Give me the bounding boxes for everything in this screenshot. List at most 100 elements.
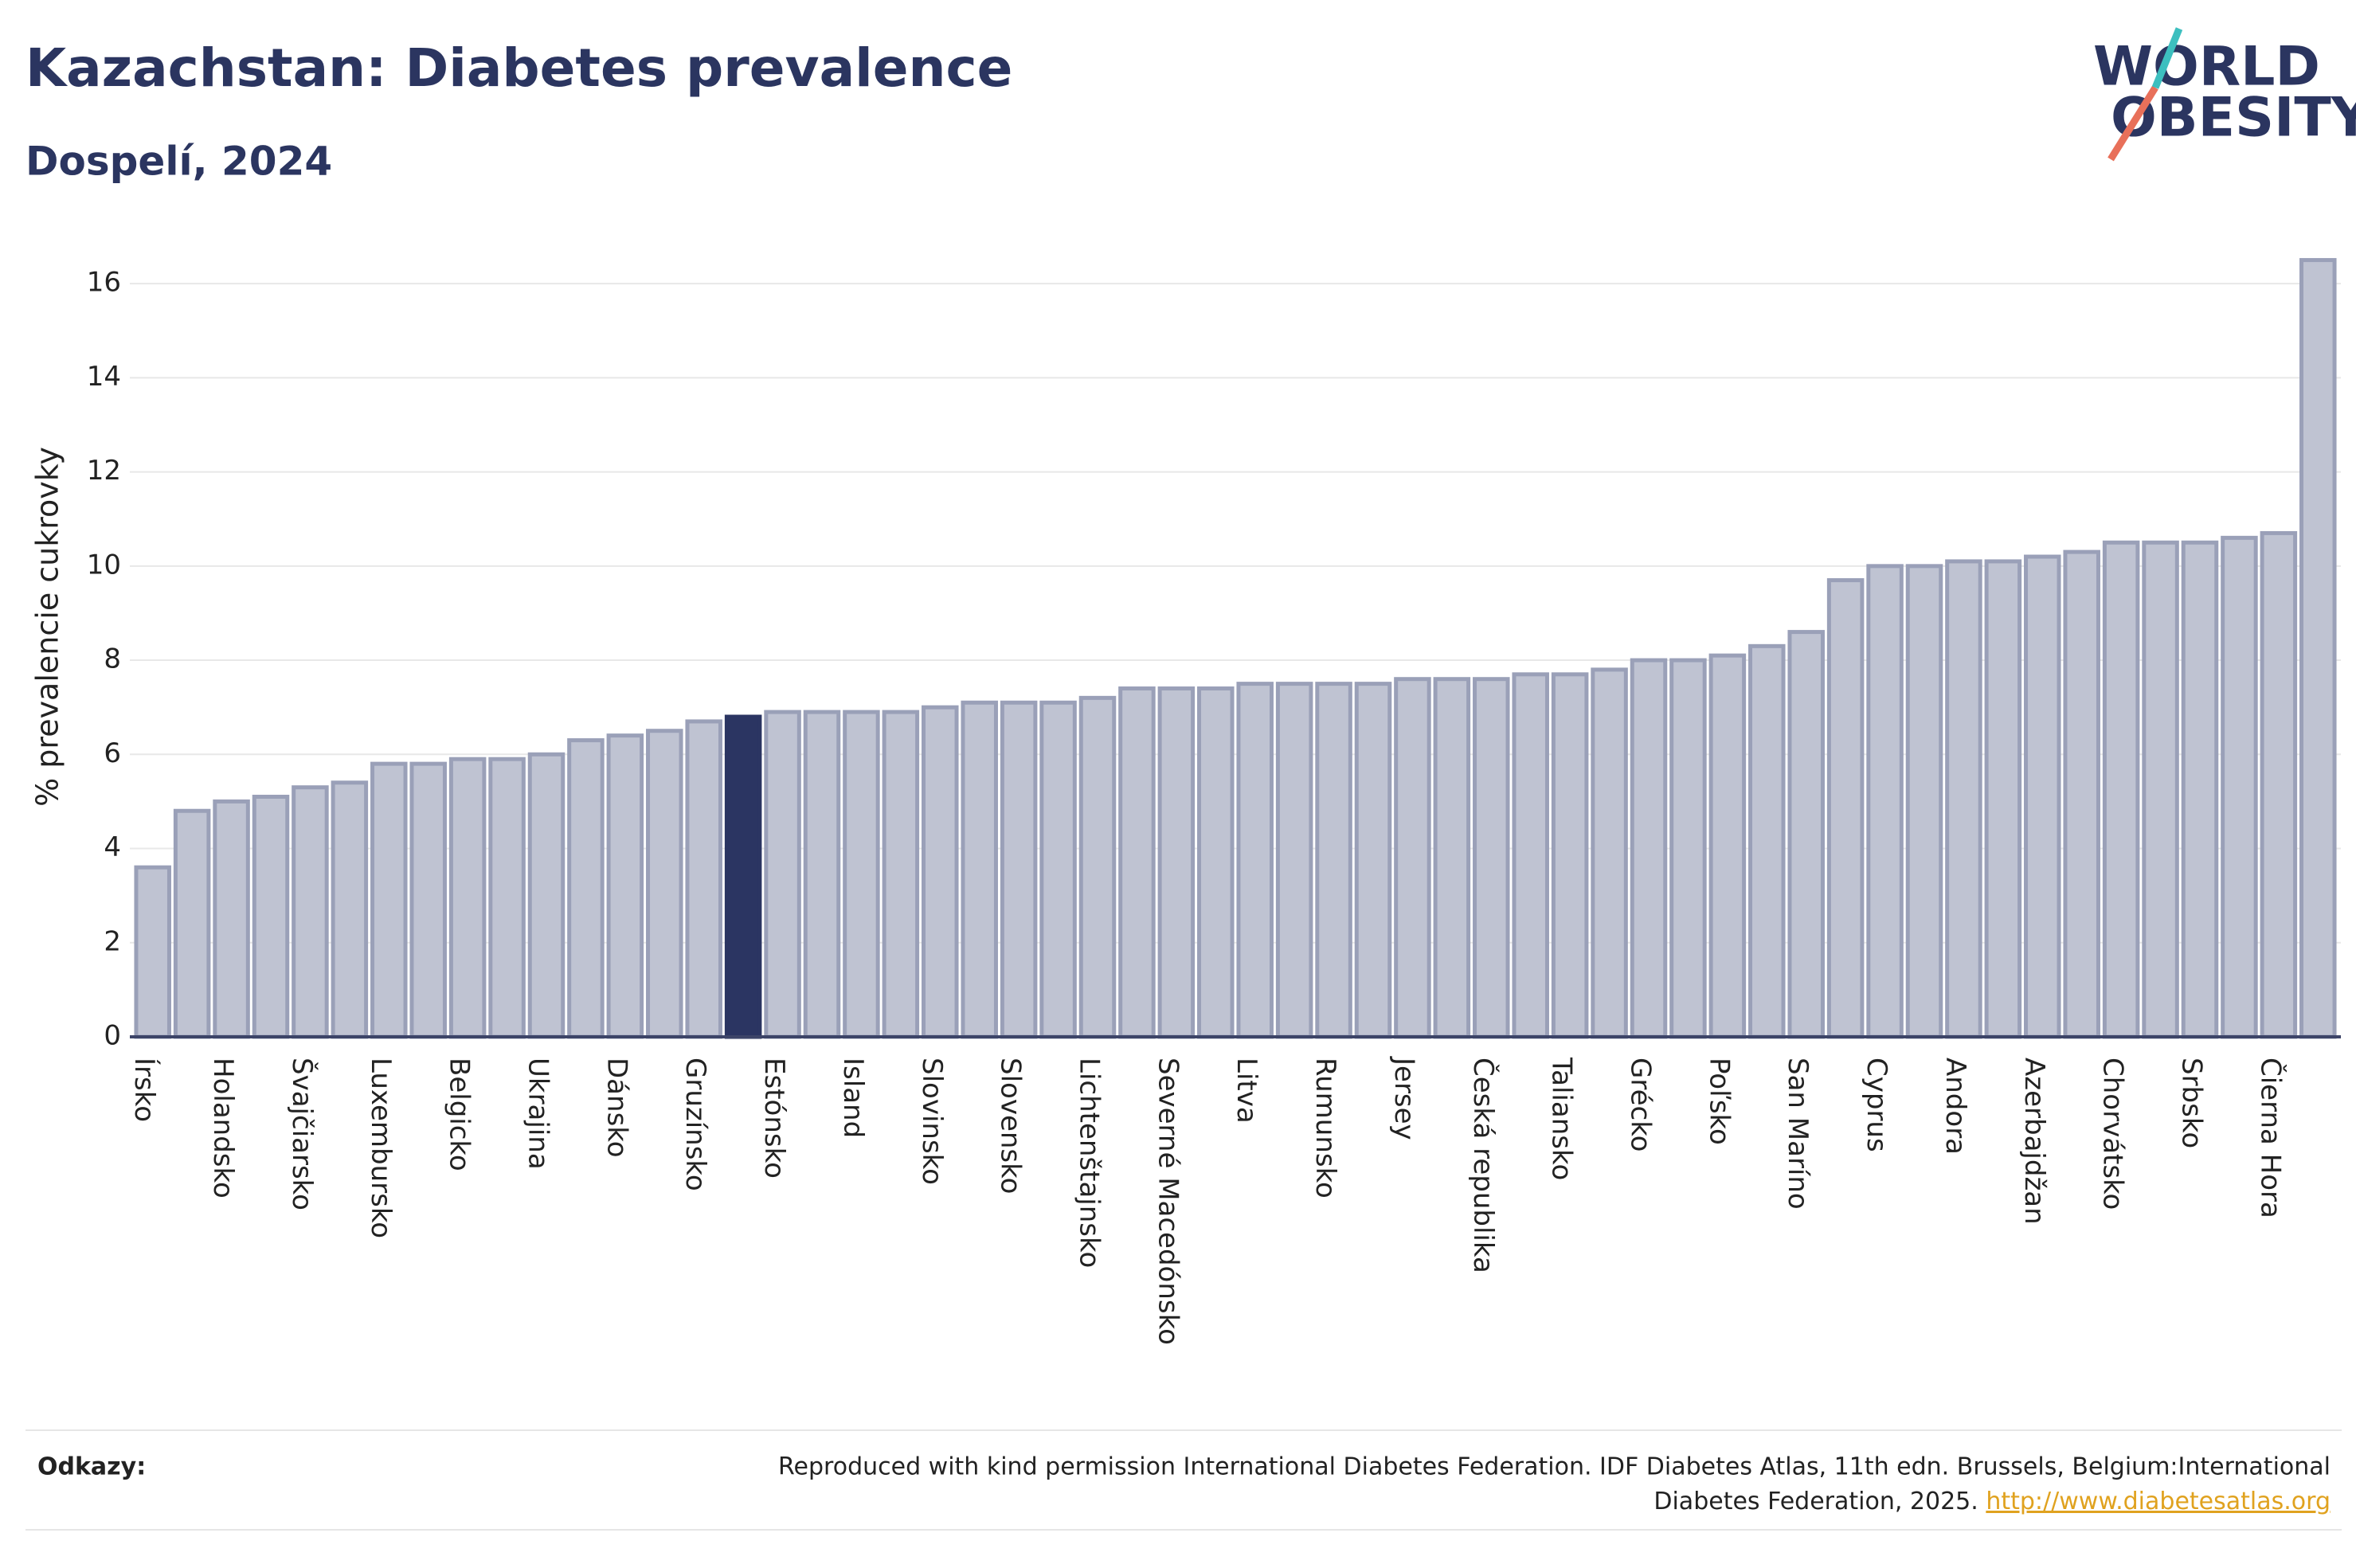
x-tick-label: Luxembursko (365, 1058, 397, 1238)
x-tick-label: Dánsko (601, 1058, 632, 1158)
x-tick-label: Slovinsko (916, 1058, 948, 1185)
logo-text: WORLD (2093, 36, 2320, 99)
x-tick-label: Srbsko (2176, 1058, 2208, 1148)
bar (2063, 549, 2100, 1039)
bar (1591, 667, 1628, 1039)
bar (1826, 578, 1865, 1039)
bar (922, 705, 959, 1039)
x-tick-label: Švajčiarsko (286, 1058, 319, 1210)
y-tick-label: 12 (87, 455, 121, 487)
bar (1551, 672, 1589, 1039)
bar (292, 785, 329, 1039)
bar (1354, 682, 1392, 1039)
x-tick-label: Rumunsko (1309, 1058, 1341, 1198)
x-tick-label: Chorvátsko (2097, 1058, 2129, 1210)
chart-subtitle: Dospelí, 2024 (25, 139, 332, 185)
bar (1236, 682, 1274, 1039)
y-tick-label: 14 (87, 361, 121, 393)
bar (1000, 700, 1038, 1039)
x-tick-label: Gruzínsko (679, 1058, 711, 1191)
x-tick-label: Česká republika (1467, 1058, 1500, 1273)
y-tick-label: 2 (104, 925, 121, 957)
x-tick-label: Island (837, 1058, 869, 1138)
bar (961, 700, 998, 1039)
bar (606, 733, 644, 1039)
x-tick-label: Jersey (1388, 1056, 1420, 1140)
x-tick-label: Lichtenštajnsko (1074, 1058, 1106, 1268)
bar (2260, 530, 2298, 1039)
x-tick-label: Litva (1231, 1058, 1262, 1124)
x-tick-label: Írsko (128, 1058, 161, 1122)
x-tick-label: Andora (1939, 1058, 1971, 1155)
bar (1905, 564, 1943, 1039)
bar (1984, 559, 2022, 1039)
bar (1630, 658, 1668, 1039)
bar (2024, 554, 2061, 1039)
bar (448, 757, 487, 1039)
bar (1275, 682, 1313, 1039)
bar (646, 729, 683, 1039)
y-axis-title: % prevalencie cukrovky (30, 447, 65, 807)
source-link[interactable]: http://www.diabetesatlas.org (1986, 1488, 2331, 1515)
source-text: Diabetes Federation, 2025. http://www.di… (1654, 1488, 2331, 1515)
bar (803, 710, 841, 1039)
x-tick-label: Estónsko (758, 1058, 790, 1179)
x-tick-label: San Maríno (1782, 1058, 1814, 1210)
bar (1748, 643, 1786, 1039)
bar (567, 738, 605, 1039)
source-label: Odkazy: (37, 1453, 146, 1481)
logo-slash (2107, 85, 2158, 162)
bar (1866, 564, 1904, 1039)
bar (685, 719, 722, 1039)
bar (2299, 258, 2337, 1039)
y-tick-label: 10 (87, 549, 121, 581)
x-tick-label: Čierna Hora (2254, 1058, 2287, 1218)
bar (1512, 672, 1549, 1039)
bar (1039, 700, 1077, 1039)
logo-slash (2151, 27, 2183, 89)
x-tick-label: Holandsko (207, 1058, 239, 1198)
bar (1473, 677, 1510, 1039)
bar (1669, 658, 1707, 1039)
x-tick-label: Grécko (1625, 1058, 1657, 1152)
x-tick-label: Poľsko (1703, 1058, 1735, 1145)
y-tick-label: 16 (87, 267, 121, 299)
x-tick-label: Ukrajina (522, 1058, 554, 1170)
y-tick-label: 4 (104, 831, 121, 863)
y-tick-label: 0 (104, 1020, 121, 1052)
bar (764, 710, 801, 1039)
source-text: Diabetes Federation, 2025. (1654, 1488, 1978, 1515)
bar (1157, 686, 1196, 1039)
bar (134, 865, 171, 1039)
x-tick-label: Cyprus (1861, 1058, 1892, 1152)
bar (527, 752, 566, 1039)
chart-title: Kazachstan: Diabetes prevalence (25, 37, 1012, 99)
bar (1394, 677, 1431, 1039)
bar (1433, 677, 1471, 1039)
source-text: Reproduced with kind permission Internat… (778, 1453, 2331, 1481)
bar (1315, 682, 1352, 1039)
bar (2102, 540, 2140, 1039)
bar (1078, 695, 1117, 1039)
bar (213, 799, 250, 1039)
bar (843, 710, 880, 1039)
bar (1197, 686, 1235, 1039)
bar (409, 761, 447, 1039)
y-tick-label: 8 (104, 643, 121, 675)
bar (724, 714, 762, 1039)
space (1978, 1488, 1986, 1515)
bar (252, 795, 290, 1039)
bar (370, 761, 408, 1039)
bar (173, 808, 211, 1039)
x-tick-label: Azerbajdžan (2018, 1058, 2050, 1225)
bar (882, 710, 920, 1039)
bar (1708, 653, 1747, 1039)
bar (2142, 540, 2179, 1039)
bar (331, 780, 369, 1039)
y-tick-label: 6 (104, 737, 121, 769)
x-tick-label: Belgicko (444, 1058, 476, 1171)
bar (2221, 535, 2258, 1039)
x-tick-label: Severné Macedónsko (1152, 1058, 1184, 1345)
